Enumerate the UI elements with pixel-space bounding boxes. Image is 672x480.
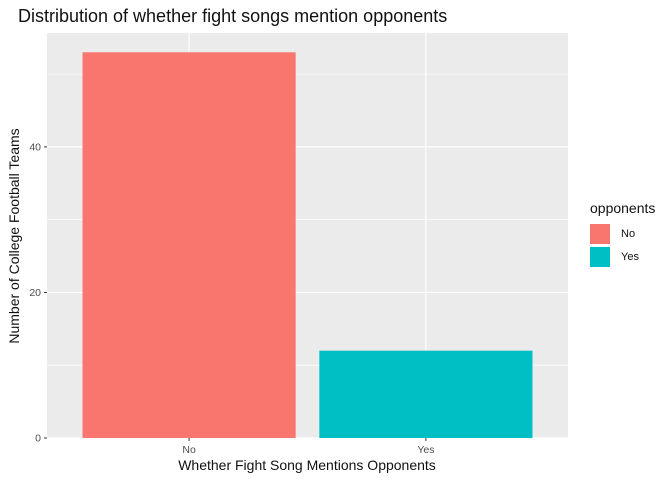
y-tick-label: 0 bbox=[35, 433, 41, 445]
legend-swatch-yes bbox=[590, 246, 610, 267]
y-tick-label: 20 bbox=[29, 287, 41, 299]
x-axis-label: Whether Fight Song Mentions Opponents bbox=[178, 457, 436, 473]
y-tick-label: 40 bbox=[29, 141, 41, 153]
legend-title: opponents bbox=[590, 200, 656, 216]
chart-title: Distribution of whether fight songs ment… bbox=[18, 6, 448, 26]
legend-swatch-no bbox=[590, 223, 610, 244]
y-axis-label: Number of College Football Teams bbox=[6, 128, 22, 344]
legend-item-no: No bbox=[590, 222, 655, 245]
x-tick-label: Yes bbox=[417, 444, 434, 456]
legend: opponents No Yes bbox=[590, 200, 655, 268]
legend-label-no: No bbox=[621, 227, 636, 240]
legend-item-yes: Yes bbox=[590, 245, 655, 268]
bar-yes bbox=[319, 350, 533, 438]
legend-label-yes: Yes bbox=[621, 250, 639, 263]
bar-no bbox=[82, 52, 296, 439]
x-tick-label: No bbox=[182, 444, 196, 456]
